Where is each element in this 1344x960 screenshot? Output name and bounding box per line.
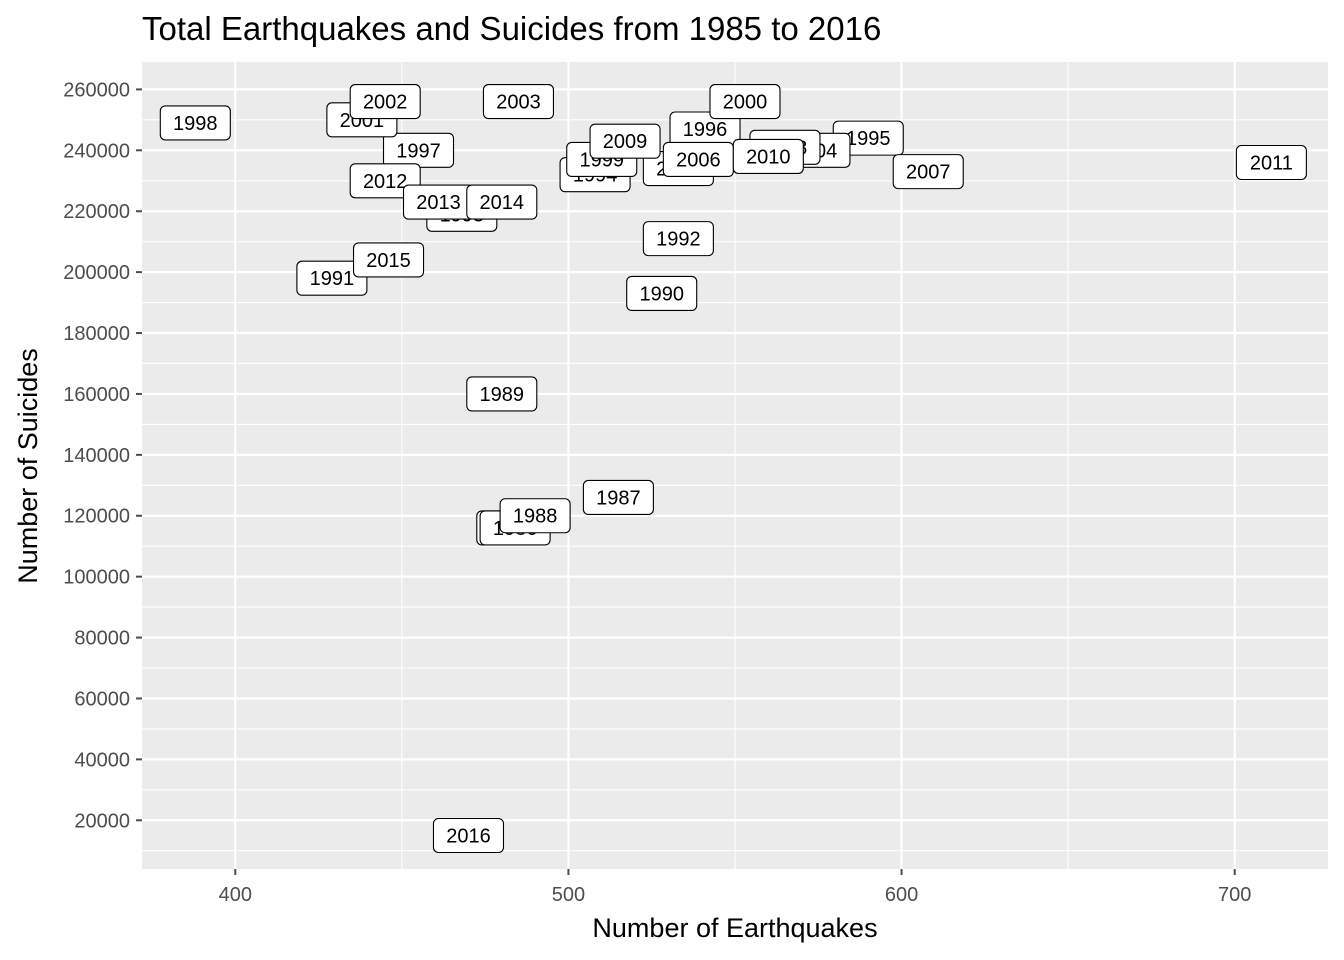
data-point-text: 2012 bbox=[363, 171, 408, 193]
y-tick-label: 180000 bbox=[63, 323, 130, 345]
data-point-box bbox=[626, 275, 698, 311]
data-point-text: 1995 bbox=[846, 128, 891, 150]
data-point-text: 1996 bbox=[683, 119, 728, 141]
data-point-text: 1992 bbox=[656, 229, 701, 251]
y-tick-label: 240000 bbox=[63, 140, 130, 162]
data-point-label: 2000 bbox=[709, 84, 781, 120]
data-point-text: 1987 bbox=[596, 487, 641, 509]
data-point-box bbox=[466, 184, 538, 220]
x-tick-label: 400 bbox=[219, 884, 252, 906]
data-point-label: 2006 bbox=[662, 141, 734, 177]
data-point-box bbox=[642, 221, 714, 257]
point-labels: 1985198619871988198919901991199219931994… bbox=[159, 84, 1307, 854]
data-point-text: 2010 bbox=[746, 146, 791, 168]
data-point-text: 1990 bbox=[639, 283, 684, 305]
y-tick-label: 100000 bbox=[63, 567, 130, 589]
data-point-box bbox=[296, 260, 368, 296]
y-tick-label: 140000 bbox=[63, 445, 130, 467]
data-point-box bbox=[499, 498, 571, 534]
major-gridlines bbox=[142, 62, 1328, 869]
data-point-label: 2007 bbox=[892, 154, 964, 190]
y-tick-label: 60000 bbox=[74, 688, 130, 710]
data-point-box bbox=[732, 138, 804, 174]
data-point-label: 2013 bbox=[402, 184, 475, 220]
x-axis-ticks: 400 500 600 700 bbox=[219, 869, 1251, 906]
data-point-label: 1990 bbox=[626, 275, 698, 311]
data-point-label: 1991 bbox=[296, 260, 368, 296]
y-tick-label: 260000 bbox=[63, 79, 130, 101]
y-tick-label: 160000 bbox=[63, 384, 130, 406]
data-point-box bbox=[709, 84, 781, 120]
data-point-text: 1997 bbox=[396, 140, 441, 162]
data-point-label: 1988 bbox=[499, 498, 571, 534]
data-point-text: 2002 bbox=[363, 92, 408, 114]
data-point-box bbox=[892, 154, 964, 190]
data-point-box bbox=[582, 479, 654, 516]
data-point-text: 2006 bbox=[676, 149, 721, 171]
data-point-label: 2012 bbox=[349, 163, 421, 199]
data-point-label: 2003 bbox=[482, 84, 555, 120]
data-point-box bbox=[159, 105, 231, 141]
y-tick-label: 40000 bbox=[74, 749, 130, 771]
data-point-label: 1987 bbox=[582, 479, 654, 516]
data-point-label: 2002 bbox=[349, 84, 421, 120]
data-point-text: 1998 bbox=[173, 113, 218, 135]
data-point-text: 1989 bbox=[480, 384, 525, 406]
data-point-label: 1995 bbox=[832, 120, 904, 156]
y-tick-label: 220000 bbox=[63, 201, 130, 223]
y-axis-title: Number of Suicides bbox=[13, 348, 43, 584]
x-tick-label: 700 bbox=[1218, 884, 1251, 906]
data-point-box bbox=[466, 376, 538, 412]
chart-title: Total Earthquakes and Suicides from 1985… bbox=[142, 10, 881, 47]
y-tick-label: 200000 bbox=[63, 262, 130, 284]
data-point-text: 2009 bbox=[603, 131, 648, 153]
data-point-text: 2000 bbox=[723, 92, 768, 114]
data-point-label: 2016 bbox=[432, 817, 505, 854]
minor-gridlines bbox=[142, 62, 1328, 869]
data-point-text: 2014 bbox=[480, 192, 525, 214]
data-point-text: 2007 bbox=[906, 162, 951, 184]
data-point-text: 2016 bbox=[446, 826, 491, 848]
data-point-box bbox=[482, 84, 555, 120]
y-axis-ticks: 20000 40000 60000 80000 100000 120000 140000 16… bbox=[63, 79, 142, 832]
data-point-label: 2009 bbox=[589, 123, 661, 159]
data-point-text: 2015 bbox=[366, 250, 411, 272]
x-tick-label: 500 bbox=[552, 884, 585, 906]
data-point-box bbox=[352, 242, 425, 278]
data-point-box bbox=[432, 817, 505, 854]
data-point-label: 1992 bbox=[642, 221, 714, 257]
data-point-label: 1997 bbox=[382, 132, 455, 168]
y-tick-label: 80000 bbox=[74, 628, 130, 650]
x-axis-title: Number of Earthquakes bbox=[592, 913, 877, 943]
data-point-text: 1988 bbox=[513, 506, 558, 528]
x-tick-label: 600 bbox=[885, 884, 918, 906]
data-point-label: 1996 bbox=[669, 111, 741, 147]
data-point-text: 2003 bbox=[496, 92, 541, 114]
data-point-box bbox=[349, 163, 421, 199]
y-tick-label: 20000 bbox=[74, 810, 130, 832]
data-point-label: 2015 bbox=[352, 242, 425, 278]
data-point-label: 1998 bbox=[159, 105, 231, 141]
data-point-label: 2014 bbox=[466, 184, 538, 220]
data-point-box bbox=[349, 84, 421, 120]
data-point-box bbox=[589, 123, 661, 159]
data-point-text: 2013 bbox=[416, 192, 461, 214]
data-point-label: 2010 bbox=[732, 138, 804, 174]
y-tick-label: 120000 bbox=[63, 506, 130, 528]
data-point-label: 2011 bbox=[1235, 144, 1307, 181]
data-point-text: 2011 bbox=[1250, 152, 1293, 174]
data-point-box bbox=[1235, 144, 1307, 181]
data-point-label: 1989 bbox=[466, 376, 538, 412]
data-point-text: 1991 bbox=[310, 268, 355, 290]
